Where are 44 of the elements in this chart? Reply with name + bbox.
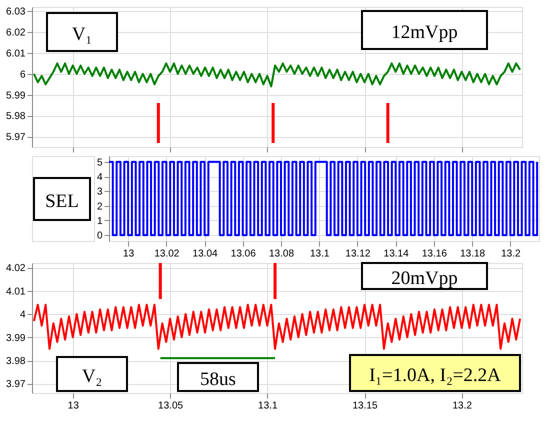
annotation: V₁ (72, 24, 92, 45)
x-tick-label: 13.02 (154, 248, 180, 260)
x-tick-label: 13.04 (192, 248, 218, 260)
x-tick-label: 13.2 (452, 400, 472, 412)
x-tick-label: 13.15 (352, 400, 378, 412)
y-tick-label: 4.01 (6, 286, 26, 298)
line-series (32, 304, 522, 350)
x-tick-label: 13.05 (158, 400, 184, 412)
y-tick-label: 0 (96, 230, 103, 242)
y-tick-label: 3 (96, 186, 103, 198)
y-tick-label: 6.01 (6, 48, 26, 60)
annotation: I₁=1.0A, I₂=2.2A (369, 365, 502, 386)
y-tick-label: 6 (20, 69, 26, 80)
x-tick-label: 13.08 (268, 248, 294, 260)
y-tick-label: 4 (96, 172, 103, 184)
x-tick-label: 13.12 (345, 248, 371, 260)
y-tick-label: 2 (96, 201, 103, 212)
annotation: 12mVpp (391, 22, 458, 43)
x-tick-label: 13 (123, 248, 135, 260)
x-tick-label: 13.1 (310, 248, 330, 260)
text: SEL (45, 191, 79, 212)
y-tick-label: 3.98 (6, 356, 26, 367)
x-tick-label: 13.06 (230, 248, 256, 260)
annotation: 20mVpp (391, 268, 458, 289)
x-tick-label: 13.2 (501, 248, 521, 260)
y-tick-label: 5.98 (6, 111, 26, 122)
y-tick-label: 5.97 (6, 132, 26, 144)
y-tick-label: 5 (96, 157, 103, 168)
x-tick-label: 13 (68, 400, 80, 412)
x-tick-label: 13.18 (460, 248, 486, 260)
y-tick-label: 3.99 (6, 332, 26, 344)
annotation: 58us (200, 369, 236, 390)
y-tick-label: 6.02 (6, 28, 26, 39)
x-tick-label: 13.1 (258, 400, 278, 412)
y-tick-label: 4.02 (6, 263, 26, 274)
y-tick-label: 1 (96, 216, 103, 227)
y-tick-label: 5.99 (6, 90, 26, 102)
y-tick-label: 6.03 (6, 6, 26, 18)
y-tick-label: 4 (20, 310, 26, 321)
x-tick-label: 13.16 (422, 248, 448, 260)
x-tick-label: 13.14 (384, 248, 410, 260)
y-tick-label: 3.97 (6, 379, 26, 390)
line-series (32, 62, 522, 88)
annotation: V₂ (82, 366, 102, 387)
